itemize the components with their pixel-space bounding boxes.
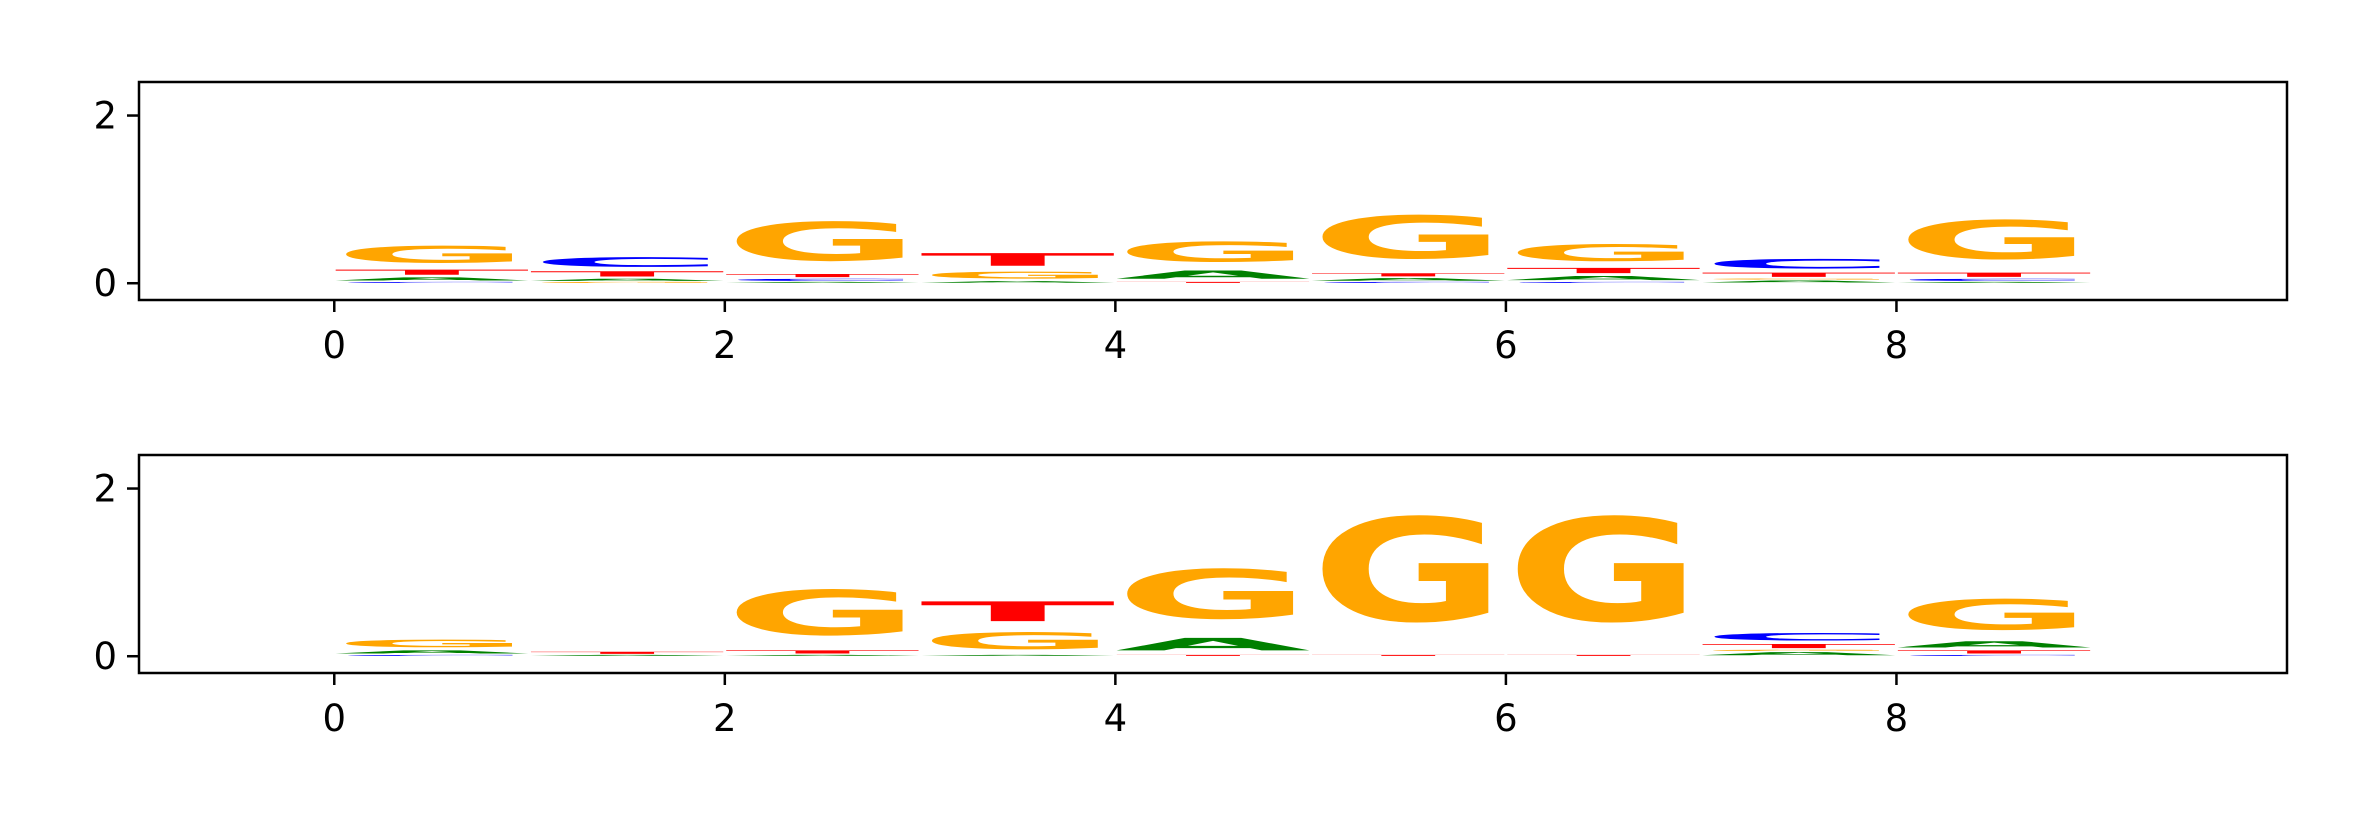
letter-A-panel1-pos8: A [1896, 640, 2091, 650]
x-tick-label-0-2: 4 [1104, 324, 1128, 367]
letter-G-panel1-pos3: G [920, 628, 1115, 655]
letter-A-panel0-pos7: A [1701, 280, 1896, 283]
letter-C-panel0-pos2: C [725, 278, 920, 281]
letter-T-panel1-pos6: T [1506, 655, 1701, 657]
letter-T-panel1-pos7: T [1701, 643, 1896, 650]
letter-A-panel1-pos4: A [1115, 635, 1310, 655]
letter-C-panel1-pos0: C [334, 655, 529, 657]
letter-A-panel0-pos6: A [1506, 275, 1701, 282]
letter-T-panel0-pos4: T [1115, 282, 1310, 284]
letter-G-panel0-pos0: G [334, 241, 529, 268]
plot-frame-0 [137, 80, 2289, 302]
plot-frame-1 [137, 453, 2289, 675]
letter-A-panel0-pos5: A [1311, 277, 1506, 281]
x-tick-label-0-0: 0 [322, 324, 346, 367]
letter-T-panel1-pos3: T [920, 596, 1115, 628]
letter-G-panel1-pos6: G [1506, 489, 1701, 654]
letter-T-panel0-pos5: T [1311, 272, 1506, 277]
letter-G-panel0-pos6: G [1506, 240, 1701, 267]
y-tick-label-0-1: 2 [93, 95, 117, 138]
letter-G-panel0-pos8: G [1896, 210, 2091, 272]
letter-A-panel0-pos1: A [530, 278, 725, 281]
y-tick-label-0-0: 0 [93, 262, 117, 305]
letter-A-panel1-pos1: A [530, 655, 725, 657]
letter-T-panel1-pos4: T [1115, 655, 1310, 657]
letter-C-panel0-pos8: C [1896, 278, 2091, 281]
letter-T-panel0-pos2: T [725, 273, 920, 278]
x-tick-label-0-1: 2 [713, 324, 737, 367]
letter-T-panel0-pos7: T [1701, 272, 1896, 279]
letter-A-panel0-pos4: A [1115, 268, 1310, 281]
letter-G-panel1-pos8: G [1896, 591, 2091, 639]
letter-C-panel0-pos6: C [1506, 282, 1701, 284]
letter-A-panel0-pos8: A [1896, 282, 2091, 284]
letter-G-panel0-pos5: G [1311, 204, 1506, 273]
letter-C-panel1-pos8: C [1896, 655, 2091, 657]
letter-C-panel0-pos1: C [530, 255, 725, 270]
letter-G-panel1-pos7: G [1701, 650, 1896, 652]
letter-A-panel0-pos2: A [725, 282, 920, 284]
letter-G-panel0-pos7: G [1701, 278, 1896, 280]
letter-T-panel0-pos1: T [530, 270, 725, 278]
letter-C-panel0-pos5: C [1311, 282, 1506, 284]
letter-T-panel1-pos5: T [1311, 655, 1506, 657]
letter-C-panel0-pos7: C [1701, 256, 1896, 271]
letter-G-panel1-pos5: G [1311, 489, 1506, 654]
x-tick-label-0-4: 8 [1885, 324, 1909, 367]
letter-T-panel0-pos6: T [1506, 266, 1701, 274]
letter-A-panel0-pos0: A [334, 277, 529, 282]
letter-T-panel0-pos8: T [1896, 272, 2091, 279]
x-tick-label-1-4: 8 [1885, 697, 1909, 740]
letter-T-panel1-pos8: T [1896, 650, 2091, 655]
x-tick-label-1-3: 6 [1494, 697, 1518, 740]
letter-G-panel0-pos3: G [920, 270, 1115, 281]
letter-T-panel1-pos1: T [530, 651, 725, 654]
letter-A-panel1-pos7: A [1701, 651, 1896, 656]
letter-C-panel0-pos0: C [334, 282, 529, 284]
letter-T-panel0-pos0: T [334, 268, 529, 276]
letter-G-panel1-pos0: G [334, 638, 529, 650]
letter-G-panel0-pos2: G [725, 211, 920, 273]
letter-G-panel1-pos4: G [1115, 556, 1310, 634]
x-tick-label-1-0: 0 [322, 697, 346, 740]
letter-A-panel1-pos3: A [920, 655, 1115, 657]
y-tick-label-1-1: 2 [93, 468, 117, 511]
y-tick-label-1-0: 0 [93, 635, 117, 678]
letter-G-panel0-pos1: G [530, 282, 725, 284]
letter-A-panel1-pos0: A [334, 650, 529, 655]
x-tick-label-0-3: 6 [1494, 324, 1518, 367]
letter-C-panel1-pos7: C [1701, 631, 1896, 643]
letter-A-panel0-pos3: A [920, 281, 1115, 284]
x-tick-label-1-2: 4 [1104, 697, 1128, 740]
x-tick-label-1-1: 2 [713, 697, 737, 740]
letter-T-panel1-pos2: T [725, 650, 920, 655]
letter-G-panel1-pos2: G [725, 578, 920, 650]
letter-G-panel0-pos4: G [1115, 236, 1310, 268]
letter-T-panel0-pos3: T [920, 250, 1115, 270]
letter-A-panel1-pos2: A [725, 655, 920, 657]
